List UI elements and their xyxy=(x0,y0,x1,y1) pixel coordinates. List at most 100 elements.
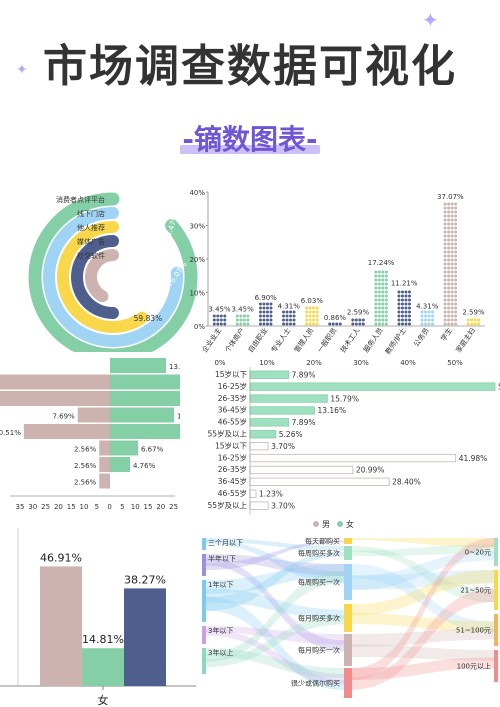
bar-dot xyxy=(377,314,381,318)
bar-dot xyxy=(454,258,458,262)
x-tick-label: 10 xyxy=(131,503,140,511)
bar-dot xyxy=(443,266,447,270)
bar-dot xyxy=(381,270,385,274)
bar-dot xyxy=(447,314,451,318)
bar-dot xyxy=(454,222,458,226)
butterfly-bar-left xyxy=(0,391,111,406)
sankey-link xyxy=(352,628,494,647)
bar-dot xyxy=(443,214,447,218)
x-category-label: 个体商户 xyxy=(223,326,246,354)
bar-dot xyxy=(443,294,447,298)
sankey-link xyxy=(352,546,494,602)
bar-dot xyxy=(450,218,454,222)
bar-dot xyxy=(315,318,319,322)
butterfly-bar-left xyxy=(99,457,110,472)
bar-dot xyxy=(443,298,447,302)
bar-dot xyxy=(397,314,401,318)
legend-label: 男 xyxy=(322,520,330,529)
bar-dot xyxy=(335,322,339,326)
bar-dot xyxy=(223,318,227,322)
radial-bar xyxy=(85,249,119,303)
x-tick-label: 25 xyxy=(169,503,178,511)
bar-dot xyxy=(450,282,454,286)
bar-dot xyxy=(420,322,424,326)
bar-dot xyxy=(450,202,454,206)
x-tick-label: 5 xyxy=(95,503,99,511)
bar-dot xyxy=(454,262,458,266)
bar-dot xyxy=(269,306,273,310)
bar-dot xyxy=(447,210,451,214)
x-tick-label: 20 xyxy=(54,503,63,511)
bar-dot xyxy=(447,274,451,278)
x-tick-label: 0 xyxy=(107,503,111,511)
sankey-link xyxy=(206,551,344,611)
sankey-link xyxy=(352,588,494,690)
bar-dot xyxy=(377,294,381,298)
butterfly-bar-right xyxy=(110,424,180,439)
bar-dot xyxy=(477,318,481,322)
bar-dot xyxy=(404,306,408,310)
bar-dot xyxy=(377,274,381,278)
bar-dot xyxy=(447,254,451,258)
sankey-link xyxy=(206,538,344,551)
bar-dot xyxy=(308,322,312,326)
y-tick-label: 20% xyxy=(189,256,205,264)
bar-dot xyxy=(400,290,404,294)
bar-dot xyxy=(258,310,262,314)
bar-dot xyxy=(447,206,451,210)
bar-dot xyxy=(407,322,411,326)
butterfly-value-right: 13.33% xyxy=(169,363,180,371)
sankey-link xyxy=(352,551,494,590)
legend-swatch xyxy=(337,521,343,527)
bar-dot xyxy=(454,310,458,314)
bar-dot xyxy=(269,314,273,318)
bar-dot xyxy=(242,314,246,318)
gender-bar-chart: 46.91% 14.81% 38.27% 女 xyxy=(0,528,196,707)
bar-dot xyxy=(443,210,447,214)
bar-dot xyxy=(443,202,447,206)
bar-dot xyxy=(384,294,388,298)
bar-dot xyxy=(239,322,243,326)
bar-dot xyxy=(450,246,454,250)
sankey-node-label: 每天都购买 xyxy=(305,537,340,546)
bar-dot xyxy=(315,310,319,314)
bar-dot xyxy=(289,314,293,318)
bar-dot xyxy=(454,278,458,282)
sankey-node xyxy=(344,564,352,600)
bar-value-label: 4.31% xyxy=(278,303,301,311)
sankey-link xyxy=(352,538,494,548)
age-bar-chart: 15岁以下 7.89% 16-25岁 50.00% 26-35岁 15.79% 36-45岁… xyxy=(207,367,500,515)
age-category-label: 16-25岁 xyxy=(218,452,247,462)
bar-dot xyxy=(443,250,447,254)
bar-dot xyxy=(407,314,411,318)
bar-dot xyxy=(381,314,385,318)
bar-dot xyxy=(443,306,447,310)
bar-dot xyxy=(384,282,388,286)
x-tick-label: 20 xyxy=(156,503,165,511)
bar-dot xyxy=(443,226,447,230)
bar-dot xyxy=(447,266,451,270)
bar-dot xyxy=(450,302,454,306)
bar-dot xyxy=(361,318,365,322)
sankey-link xyxy=(206,588,344,619)
bar-dot xyxy=(443,302,447,306)
bar-dot xyxy=(384,310,388,314)
age-bar xyxy=(249,382,496,391)
radial-value-label: 59.83% xyxy=(134,314,163,323)
bar-dot xyxy=(450,262,454,266)
bar-dot xyxy=(374,314,378,318)
bar-value-label: 3.45% xyxy=(208,305,231,313)
bar-dot xyxy=(377,302,381,306)
sankey-node-label: 每周购买多次 xyxy=(298,549,340,558)
bar-dot xyxy=(285,310,289,314)
bar-dot xyxy=(235,318,239,322)
bar-dot xyxy=(420,318,424,322)
bar-dot xyxy=(450,294,454,298)
bar-dot xyxy=(265,302,269,306)
bar-dot xyxy=(269,310,273,314)
bar-dot xyxy=(454,226,458,230)
x-tick-label: 50% xyxy=(447,359,463,367)
bar-dot xyxy=(443,234,447,238)
sankey-node xyxy=(202,554,206,576)
